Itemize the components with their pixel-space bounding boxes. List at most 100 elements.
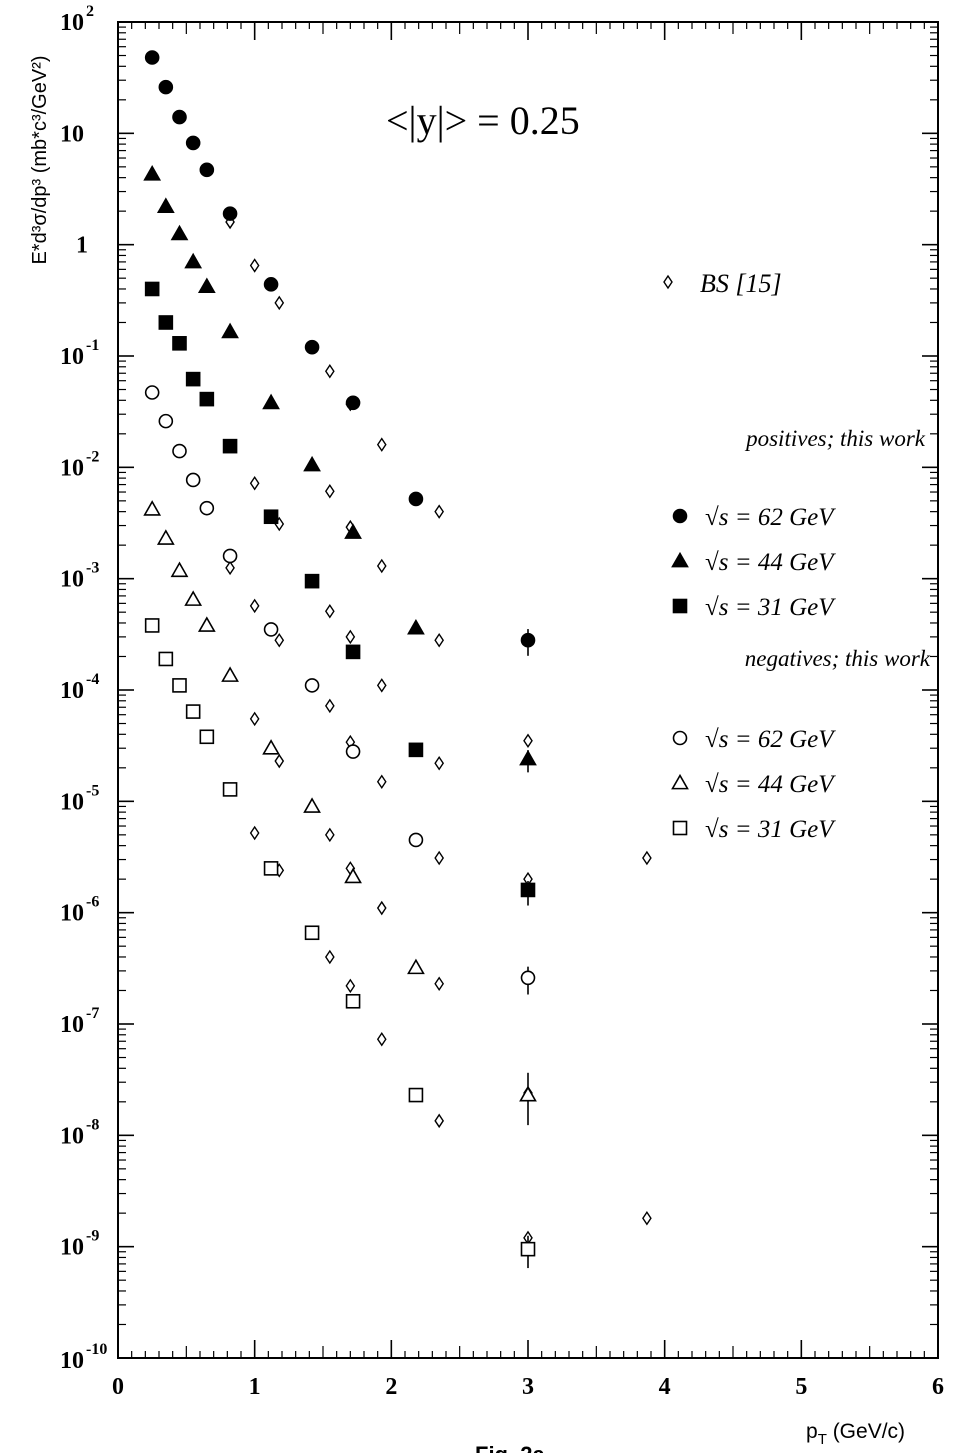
data-point bbox=[408, 491, 424, 507]
data-point bbox=[185, 704, 201, 719]
y-tick-exponent: -1 bbox=[86, 337, 99, 354]
data-point bbox=[184, 252, 203, 269]
y-tick-label: 10 bbox=[60, 10, 84, 36]
y-tick-exponent: -6 bbox=[86, 894, 99, 911]
legend-label: √s = 62 GeV bbox=[705, 726, 836, 753]
data-point bbox=[144, 281, 160, 297]
y-tick-label: 10 bbox=[60, 1348, 84, 1374]
data-point bbox=[199, 729, 215, 745]
data-point bbox=[520, 970, 536, 986]
data-point bbox=[376, 900, 387, 916]
data-point bbox=[197, 616, 216, 632]
legend-label: √s = 44 GeV bbox=[705, 771, 836, 798]
data-point bbox=[199, 391, 215, 407]
data-point bbox=[324, 949, 335, 965]
data-point bbox=[408, 742, 424, 758]
data-point bbox=[144, 385, 160, 400]
data-point bbox=[303, 455, 321, 472]
data-point bbox=[344, 867, 362, 884]
data-point bbox=[408, 1087, 424, 1103]
data-point bbox=[199, 162, 215, 178]
data-point bbox=[158, 651, 174, 667]
data-point bbox=[303, 797, 321, 813]
data-point bbox=[144, 618, 160, 633]
data-point bbox=[434, 504, 445, 519]
x-tick-label: 0 bbox=[112, 1374, 124, 1400]
data-point bbox=[263, 861, 279, 876]
data-point bbox=[324, 483, 335, 499]
y-tick-exponent: -7 bbox=[86, 1005, 99, 1022]
data-point bbox=[345, 644, 361, 660]
data-point bbox=[249, 598, 260, 614]
data-point bbox=[172, 336, 187, 351]
data-point bbox=[324, 363, 335, 379]
legend-label-bs: BS [15] bbox=[700, 269, 782, 298]
y-tick-label: 10 bbox=[60, 678, 84, 704]
data-point bbox=[434, 632, 445, 648]
y-tick-label: 10 bbox=[60, 121, 84, 147]
data-point bbox=[222, 782, 238, 797]
y-tick-exponent: -2 bbox=[86, 448, 99, 465]
data-point bbox=[345, 395, 361, 411]
data-point bbox=[158, 315, 174, 330]
data-point bbox=[249, 825, 260, 841]
y-tick-exponent: 2 bbox=[86, 3, 94, 20]
y-tick-exponent: -3 bbox=[86, 560, 99, 577]
legend-marker-triangle-filled bbox=[671, 551, 689, 568]
data-point bbox=[158, 79, 174, 95]
y-tick-label: 10 bbox=[60, 455, 84, 481]
data-point bbox=[249, 258, 260, 273]
legend-marker-triangle-open bbox=[671, 773, 689, 790]
data-point bbox=[345, 978, 356, 994]
data-point bbox=[222, 206, 238, 221]
series-square-filled bbox=[144, 281, 536, 906]
figure-caption: Fig. 2a bbox=[475, 1442, 545, 1453]
y-tick-exponent: -10 bbox=[86, 1341, 107, 1358]
y-tick-exponent: -5 bbox=[86, 782, 99, 799]
data-point bbox=[197, 277, 216, 294]
data-point bbox=[324, 603, 335, 619]
data-point bbox=[304, 678, 320, 693]
plot-frame bbox=[117, 21, 939, 1359]
y-axis-label: E*d³σ/dp³ (mb*c³/GeV²) bbox=[29, 55, 51, 264]
series-square-open bbox=[144, 618, 536, 1269]
data-point bbox=[184, 590, 203, 606]
data-point bbox=[304, 925, 320, 941]
y-tick-label: 10 bbox=[60, 1123, 84, 1149]
legend-marker-bs bbox=[663, 274, 673, 290]
x-axis-tick-labels: 0 1 2 3 4 5 6 bbox=[112, 1374, 944, 1400]
data-point bbox=[434, 850, 445, 866]
data-point bbox=[376, 558, 387, 574]
data-point bbox=[170, 224, 189, 241]
x-tick-label: 2 bbox=[385, 1374, 397, 1400]
legend-label: √s = 31 GeV bbox=[705, 594, 836, 621]
data-point bbox=[642, 1210, 652, 1226]
data-point bbox=[143, 500, 162, 516]
data-point bbox=[274, 295, 285, 311]
data-point bbox=[263, 277, 279, 292]
data-point bbox=[376, 774, 387, 789]
data-point bbox=[376, 437, 387, 452]
legend-header-positives: positives; this work bbox=[744, 426, 926, 451]
series-diamond-open bbox=[225, 214, 652, 1246]
x-tick-label: 6 bbox=[932, 1374, 944, 1400]
data-point bbox=[156, 529, 175, 545]
series-circle-open bbox=[144, 385, 536, 995]
x-tick-label: 3 bbox=[522, 1374, 534, 1400]
data-point bbox=[158, 413, 174, 429]
data-point bbox=[345, 629, 356, 645]
data-point bbox=[263, 622, 279, 637]
x-tick-label: 5 bbox=[795, 1374, 807, 1400]
data-point bbox=[407, 618, 425, 635]
data-point bbox=[170, 561, 189, 578]
data-point bbox=[434, 976, 445, 991]
y-tick-label: 10 bbox=[60, 344, 84, 370]
data-point bbox=[434, 1113, 445, 1129]
y-tick-label: 10 bbox=[60, 1235, 84, 1261]
series-triangle-filled bbox=[143, 165, 537, 773]
legend: BS [15] positives; this work negatives; th… bbox=[663, 269, 931, 843]
y-tick-exponent: -8 bbox=[86, 1116, 99, 1133]
y-tick-exponent: -4 bbox=[86, 671, 99, 688]
annotation-mean-rapidity: <|y|> = 0.25 bbox=[386, 98, 580, 143]
